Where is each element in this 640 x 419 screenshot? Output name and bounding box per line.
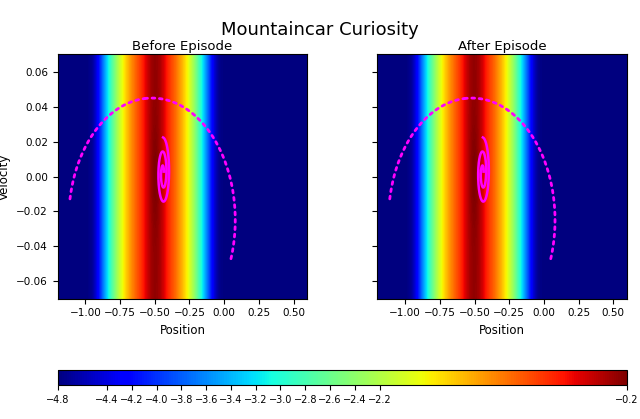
X-axis label: Position: Position [159,324,205,337]
X-axis label: Position: Position [479,324,525,337]
Text: Mountaincar Curiosity: Mountaincar Curiosity [221,21,419,39]
Title: After Episode: After Episode [458,40,547,53]
Y-axis label: Velocity: Velocity [0,153,11,200]
Title: Before Episode: Before Episode [132,40,232,53]
